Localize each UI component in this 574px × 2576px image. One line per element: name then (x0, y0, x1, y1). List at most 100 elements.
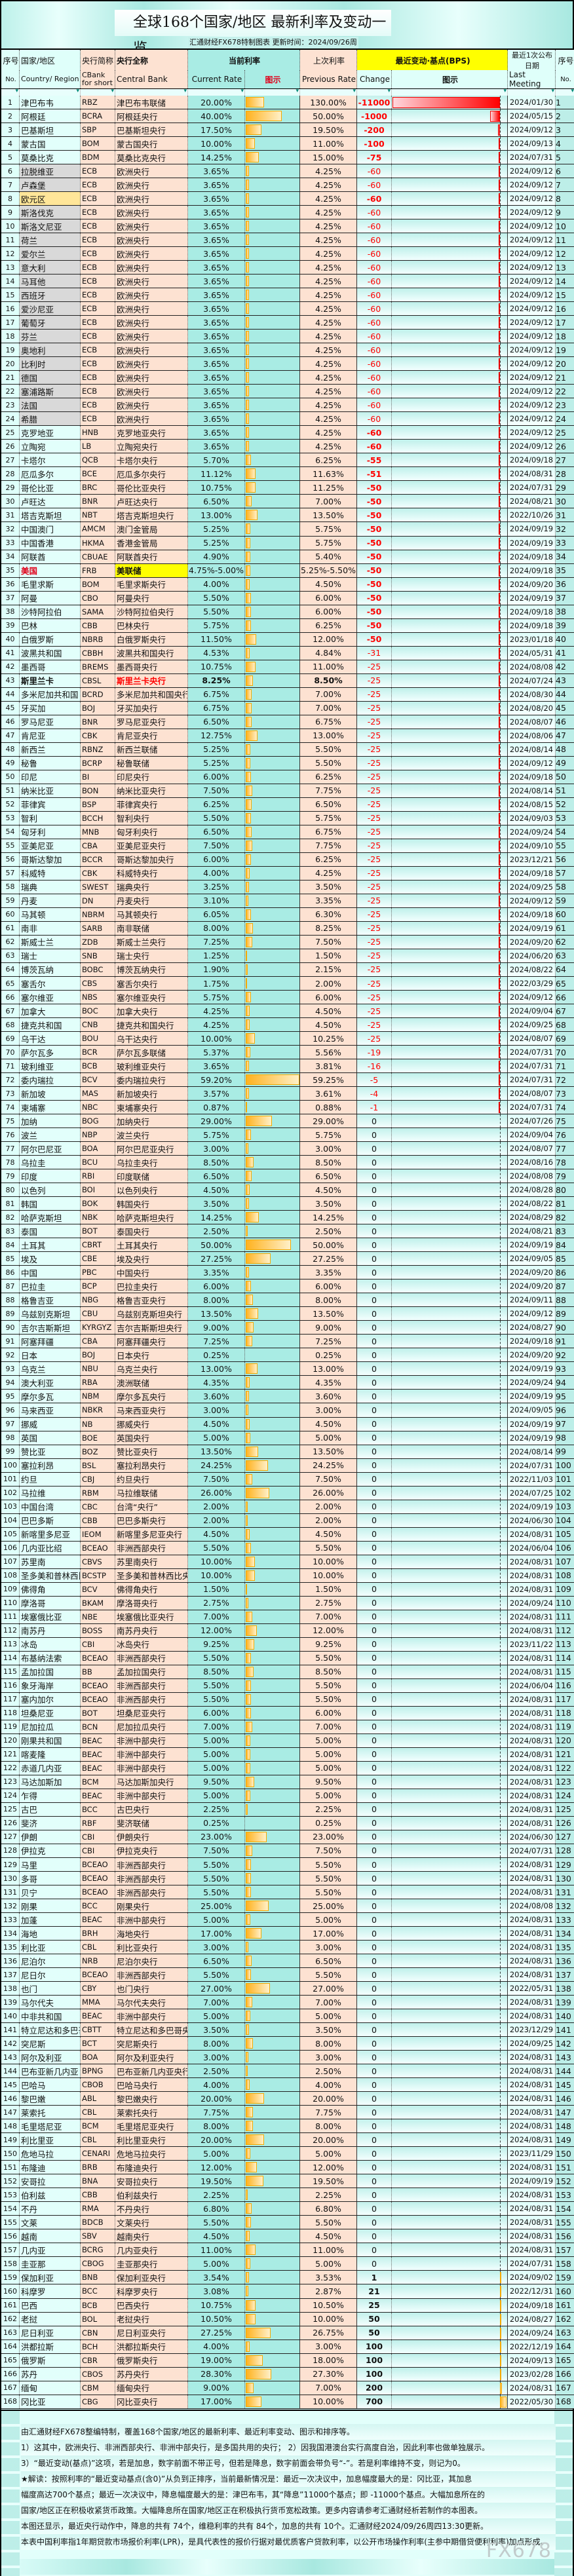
current-rate: 10.00% (188, 1032, 245, 1046)
current-rate: 6.75% (188, 701, 245, 715)
current-rate-bar (246, 1460, 268, 1471)
current-rate: 3.65% (188, 316, 245, 330)
current-rate: 3.00% (188, 1403, 245, 1417)
row-number-right: 3 (556, 123, 574, 137)
previous-rate: 5.00% (300, 2257, 357, 2271)
change-chart (392, 233, 508, 247)
col-change-en: Change (357, 70, 392, 88)
current-rate: 5.00% (188, 1431, 245, 1445)
last-meeting-date: 2024/08/31 (508, 2381, 556, 2395)
bank-full-name: 俄罗斯央行 (115, 2353, 188, 2367)
current-rate-chart (245, 715, 300, 729)
last-meeting-date: 2024/09/18 (508, 605, 556, 618)
current-rate: 23.00% (188, 1830, 245, 1844)
filter-no2[interactable] (556, 88, 574, 96)
change-axis (500, 2202, 501, 2216)
change-axis (500, 921, 501, 935)
bank-short-name: BCC (81, 1899, 115, 1913)
row-number-right: 8 (556, 192, 574, 206)
change-bps: -75 (357, 151, 392, 164)
bank-full-name: 智利央行 (115, 811, 188, 825)
table-row: 154 不丹 RMA 不丹央行 6.80% 6.80% 0 2024/08/31 154 (1, 2202, 574, 2216)
bank-short-name: BI (81, 770, 115, 784)
current-rate-bar (246, 2148, 250, 2159)
bank-full-name: 非洲西部央行 (115, 1872, 188, 1885)
row-number: 168 (1, 2395, 20, 2408)
row-number-right: 163 (556, 2326, 574, 2339)
current-rate: 9.00% (188, 2381, 245, 2395)
previous-rate: 4.25% (300, 178, 357, 192)
current-rate-bar (246, 620, 251, 631)
row-number: 121 (1, 1747, 20, 1761)
change-chart (392, 1582, 508, 1596)
change-bps: 0 (357, 1610, 392, 1623)
change-bps: -25 (357, 756, 392, 770)
row-number: 38 (1, 605, 20, 618)
change-axis (500, 701, 501, 715)
table-row: 23 法国 ECB 欧洲央行 3.65% 4.25% -60 2024/09/12 23 (1, 398, 574, 413)
previous-rate: 6.75% (300, 825, 357, 839)
table-row: 118 坦桑尼亚 BOT 坦桑尼亚央行 6.00% 6.00% 0 2024/08/31 118 (1, 1706, 574, 1720)
row-number-right: 99 (556, 1445, 574, 1458)
country-name: 西班牙 (20, 288, 81, 302)
change-bps: -25 (357, 715, 392, 729)
table-row: 87 巴拉圭 BCP 巴拉圭央行 6.00% 6.00% 0 2024/09/20 87 (1, 1279, 574, 1294)
row-number-right: 111 (556, 1610, 574, 1623)
current-rate: 11.12% (188, 467, 245, 481)
row-number-right: 21 (556, 371, 574, 385)
table-row: 166 苏丹 CBOS 苏丹央行 28.30% 27.30% 100 2023/02/28 16… (1, 2367, 574, 2381)
current-rate: 7.00% (188, 1996, 245, 2009)
bank-short-name: ECB (81, 288, 115, 302)
current-rate-chart (245, 1941, 300, 1954)
table-row: 68 捷克共和国 CNB 捷克共和国央行 4.25% 4.50% -25 2024/09/25… (1, 1018, 574, 1032)
table-row: 156 越南 SBV 越南央行 4.50% 4.50% 0 2024/08/31 156 (1, 2229, 574, 2244)
bank-full-name: 新喀里多尼亚央行 (115, 1527, 188, 1541)
last-meeting-date: 2022/05/31 (508, 1982, 556, 1996)
change-chart (392, 646, 508, 660)
previous-rate: 5.75% (300, 522, 357, 536)
row-number: 67 (1, 1004, 20, 1018)
row-number: 108 (1, 1568, 20, 1582)
change-axis (500, 109, 501, 123)
bank-short-name: BOU (81, 1032, 115, 1046)
current-rate-bar (246, 248, 250, 259)
bank-short-name: BOJ (81, 701, 115, 715)
change-bps: -60 (357, 164, 392, 178)
current-rate-chart (245, 2339, 300, 2353)
bank-short-name: BCR (81, 1046, 115, 1059)
last-meeting-date: 2024/08/31 (508, 1610, 556, 1623)
bank-full-name: 欧洲央行 (115, 371, 188, 385)
country-name: 奥地利 (20, 343, 81, 357)
current-rate-chart (245, 756, 300, 770)
table-row: 134 海地 BRH 海地央行 17.00% 17.00% 0 2024/08/31 134 (1, 1927, 574, 1941)
change-axis (500, 1211, 501, 1224)
previous-rate: 4.35% (300, 1376, 357, 1390)
country-name: 冈比亚 (20, 2395, 81, 2408)
last-meeting-date: 2024/09/19 (508, 1431, 556, 1445)
current-rate-chart (245, 1046, 300, 1059)
bank-full-name: 加拿大央行 (115, 1004, 188, 1018)
row-number: 42 (1, 660, 20, 673)
current-rate: 6.00% (188, 1706, 245, 1720)
current-rate-bar (246, 1776, 255, 1787)
row-number-right: 149 (556, 2133, 574, 2147)
previous-rate: 11.25% (300, 481, 357, 495)
current-rate: 3.50% (188, 2023, 245, 2037)
country-name: 吉尔吉斯斯坦 (20, 1321, 81, 1335)
row-number-right: 33 (556, 536, 574, 550)
current-rate-chart (245, 687, 300, 701)
last-meeting-date: 2024/08/20 (508, 701, 556, 715)
last-meeting-date: 2022/12/19 (508, 2339, 556, 2353)
bank-full-name: 博茨瓦纳央行 (115, 962, 188, 976)
change-axis (500, 2188, 501, 2202)
last-meeting-date: 2024/08/08 (508, 660, 556, 673)
country-name: 博茨瓦纳 (20, 962, 81, 976)
change-bar-negative (499, 867, 500, 879)
row-number: 32 (1, 522, 20, 536)
country-name: 中非共和国 (20, 2009, 81, 2023)
current-rate-chart (245, 784, 300, 797)
previous-rate: 13.50% (300, 1445, 357, 1458)
change-bps: 0 (357, 1706, 392, 1720)
current-rate-bar (246, 730, 258, 741)
current-rate-chart (245, 151, 300, 164)
